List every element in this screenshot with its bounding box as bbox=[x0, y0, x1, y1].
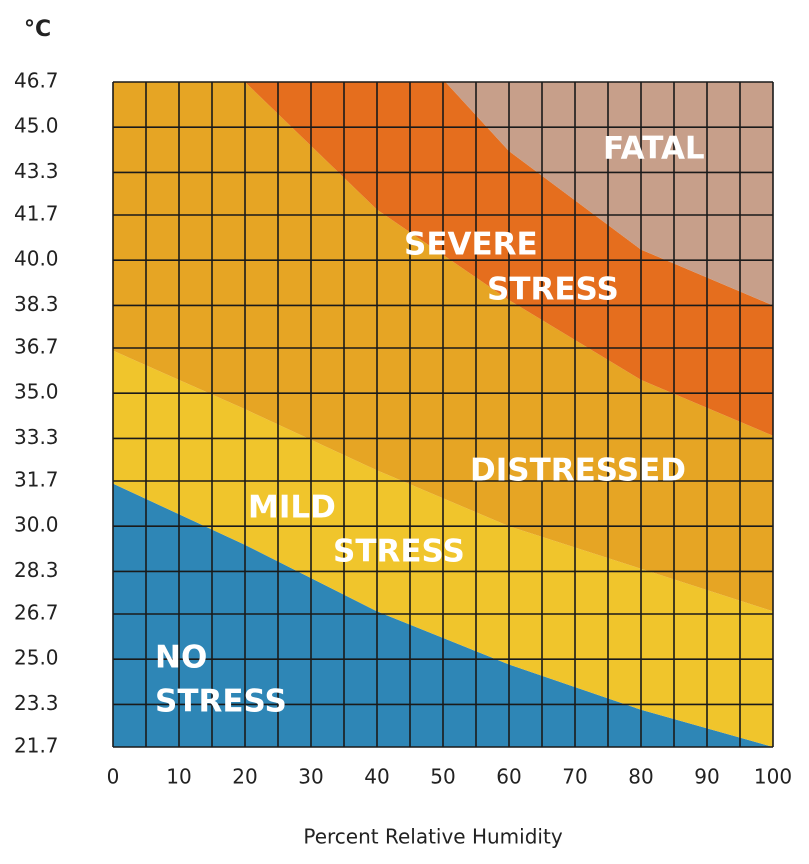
y-tick-label: 31.7 bbox=[14, 468, 59, 492]
y-tick-label: 43.3 bbox=[14, 159, 59, 183]
x-tick-label: 0 bbox=[107, 765, 120, 789]
labels: 21.7 23.3 25.0 26.7 28.3 30.0 31.7 33.3 35.0 36.7… bbox=[14, 69, 792, 789]
y-tick-label: 26.7 bbox=[14, 601, 59, 625]
y-tick-label: 25.0 bbox=[14, 646, 59, 670]
x-tick-label: 70 bbox=[562, 765, 587, 789]
y-tick-label: 46.7 bbox=[14, 69, 59, 93]
grid bbox=[112, 81, 774, 748]
y-tick-label: 30.0 bbox=[14, 513, 59, 537]
zone-area bbox=[445, 82, 773, 306]
x-tick-label: 80 bbox=[628, 765, 653, 789]
zone-label: FATAL bbox=[603, 131, 705, 167]
zone-label: DISTRESSED bbox=[470, 453, 686, 489]
zone-label: SEVERE bbox=[404, 227, 538, 263]
y-tick-label: 45.0 bbox=[14, 114, 59, 138]
x-tick-label: 50 bbox=[430, 765, 455, 789]
x-tick-label: 40 bbox=[364, 765, 389, 789]
y-tick-label: 41.7 bbox=[14, 202, 59, 226]
y-tick-label: 36.7 bbox=[14, 335, 59, 359]
x-tick-label: 30 bbox=[298, 765, 323, 789]
x-tick-label: 10 bbox=[166, 765, 191, 789]
y-tick-label: 40.0 bbox=[14, 247, 59, 271]
y-tick-label: 21.7 bbox=[14, 734, 59, 758]
y-tick-label: 23.3 bbox=[14, 691, 59, 715]
zone-label: NO bbox=[155, 640, 207, 676]
y-tick-label: 33.3 bbox=[14, 425, 59, 449]
x-tick-label: 100 bbox=[754, 765, 792, 789]
x-axis-label: Percent Relative Humidity bbox=[303, 825, 562, 849]
zone-label: MILD bbox=[248, 490, 336, 526]
y-unit: °C bbox=[24, 17, 51, 42]
x-tick-label: 60 bbox=[496, 765, 521, 789]
y-tick-label: 35.0 bbox=[14, 380, 59, 404]
y-tick-label: 38.3 bbox=[14, 292, 59, 316]
y-tick-label: 28.3 bbox=[14, 558, 59, 582]
zone-label: STRESS bbox=[155, 684, 287, 720]
x-tick-label: 20 bbox=[232, 765, 257, 789]
zone-label: STRESS bbox=[487, 272, 619, 308]
zone-label: STRESS bbox=[333, 534, 465, 570]
x-tick-label: 90 bbox=[694, 765, 719, 789]
